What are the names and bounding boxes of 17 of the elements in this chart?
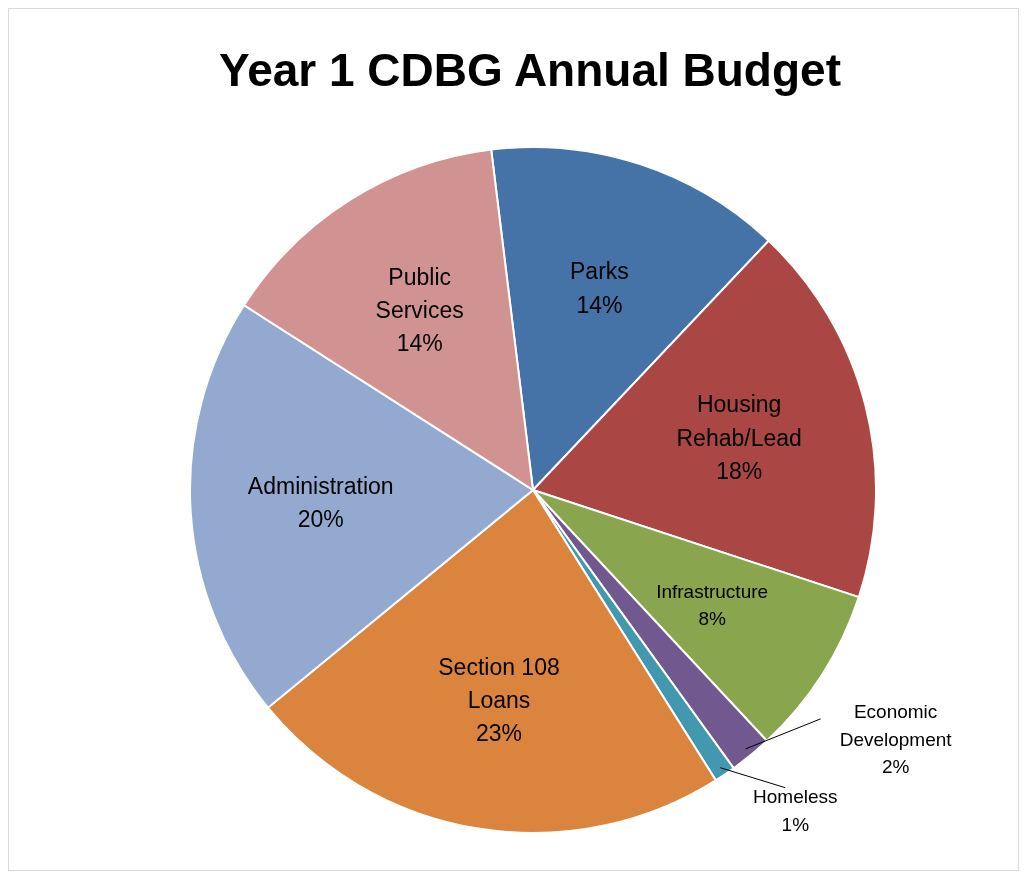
data-label: 18% xyxy=(716,458,763,485)
data-label: 8% xyxy=(698,607,726,629)
slice-label: Homeless xyxy=(753,785,838,807)
slice-label: Parks xyxy=(570,258,629,285)
slice-label: Economic Development xyxy=(839,700,953,750)
slice-label: Section 108 Loans xyxy=(438,653,560,713)
slice-label: Public Services xyxy=(375,263,464,324)
slice-label: Housing Rehab/Lead xyxy=(676,391,802,451)
data-label: 14% xyxy=(576,291,623,318)
data-label: 20% xyxy=(297,506,344,533)
data-label: 1% xyxy=(781,813,810,834)
data-label: 2% xyxy=(881,755,910,777)
data-label: 14% xyxy=(396,330,443,357)
slice-label: Administration xyxy=(247,472,394,499)
chart-title: Year 1 CDBG Annual Budget xyxy=(219,44,841,96)
slice-label: Infrastructure xyxy=(656,580,769,602)
data-label: 23% xyxy=(475,720,523,747)
